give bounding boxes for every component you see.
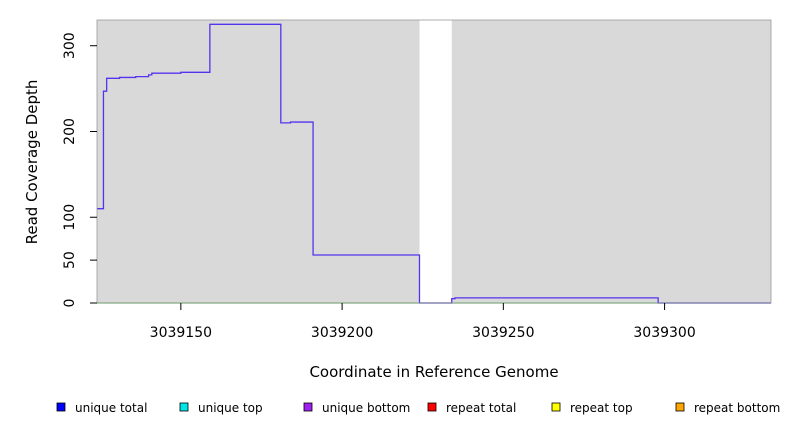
gap-region xyxy=(419,20,452,303)
legend-swatch xyxy=(551,402,561,412)
y-axis: 0 50 100 200 300 xyxy=(62,32,97,307)
x-tick-label: 3039200 xyxy=(311,325,373,341)
x-axis: 3039150 3039200 3039250 3039300 xyxy=(150,303,696,341)
legend-item-unique-total: unique total xyxy=(56,401,147,415)
legend-item-repeat-top: repeat top xyxy=(551,401,633,415)
legend-swatch xyxy=(675,402,685,412)
x-tick-label: 3039250 xyxy=(472,325,534,341)
legend-label: repeat total xyxy=(446,401,516,415)
legend-item-unique-bottom: unique bottom xyxy=(303,401,410,415)
y-tick-label: 300 xyxy=(62,32,78,59)
legend-item-repeat-total: repeat total xyxy=(427,401,516,415)
x-tick-label: 3039300 xyxy=(633,325,695,341)
legend-swatch xyxy=(179,402,189,412)
legend-label: repeat bottom xyxy=(694,401,780,415)
y-tick-label: 0 xyxy=(62,299,78,308)
legend-swatch xyxy=(303,402,313,412)
x-tick-label: 3039150 xyxy=(150,325,212,341)
legend-label: unique total xyxy=(75,401,147,415)
legend-label: unique bottom xyxy=(322,401,410,415)
legend-label: repeat top xyxy=(570,401,633,415)
y-axis-title: Read Coverage Depth xyxy=(23,80,41,245)
legend-swatch xyxy=(56,402,66,412)
y-tick-label: 100 xyxy=(62,204,78,231)
legend-item-unique-top: unique top xyxy=(179,401,263,415)
legend-item-repeat-bottom: repeat bottom xyxy=(675,401,780,415)
series-line-unique-total xyxy=(97,23,771,304)
y-tick-label: 50 xyxy=(62,251,78,269)
legend-label: unique top xyxy=(198,401,263,415)
x-axis-title: Coordinate in Reference Genome xyxy=(309,363,558,381)
y-tick-label: 200 xyxy=(62,118,78,145)
legend: unique total unique top unique bottom repea… xyxy=(56,401,780,415)
plot-frame xyxy=(96,19,772,304)
legend-swatch xyxy=(427,402,437,412)
